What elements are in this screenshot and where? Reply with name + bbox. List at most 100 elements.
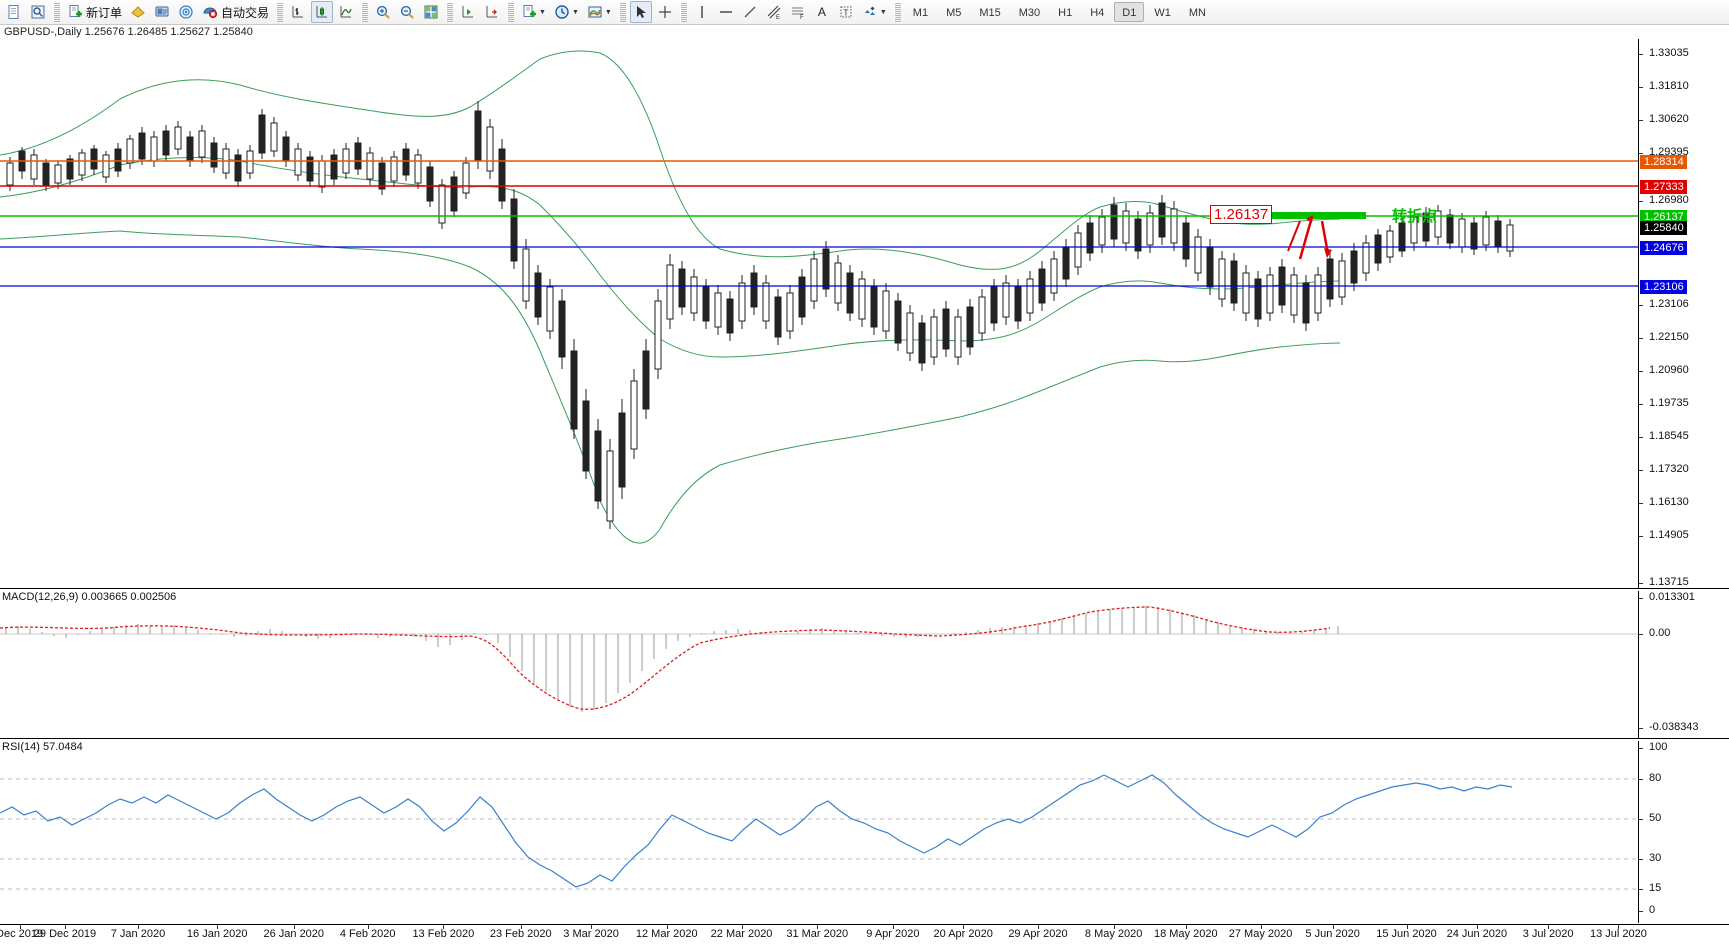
cursor-icon[interactable] xyxy=(629,1,652,23)
date-axis[interactable]: Dec 2019 29 Dec 2019 7 Jan 2020 16 Jan 2020… xyxy=(0,924,1729,944)
date-tick xyxy=(1037,925,1039,929)
date-label: 18 May 2020 xyxy=(1153,928,1218,940)
equidistant-channel-icon[interactable]: E xyxy=(763,1,785,23)
autotrading-button[interactable]: 自动交易 xyxy=(199,1,272,23)
rsi-canvas xyxy=(0,774,1638,890)
date-label: 3 Jul 2020 xyxy=(1522,928,1574,940)
date-label: 31 Mar 2020 xyxy=(786,928,849,940)
text-label-icon[interactable]: T xyxy=(835,1,857,23)
price-tick: 1.19735 xyxy=(1639,397,1729,409)
price-tick: 1.22150 xyxy=(1639,331,1729,343)
timeframe-m30[interactable]: M30 xyxy=(1018,7,1041,19)
rsi-tick: 0 xyxy=(1639,904,1729,916)
price-tag-green[interactable]: 1.26137 xyxy=(1640,210,1687,224)
indicators-icon[interactable]: ▼ xyxy=(518,1,549,23)
chevron-down-icon[interactable]: ▼ xyxy=(539,8,546,16)
new-chart-icon[interactable] xyxy=(3,1,25,23)
date-tick xyxy=(293,925,295,929)
templates-icon[interactable]: ▼ xyxy=(584,1,615,23)
date-label: 23 Feb 2020 xyxy=(489,928,552,940)
turning-point-annotation: 转折点 xyxy=(1392,207,1438,225)
macd-scale[interactable]: 0.013301 0.00 -0.038343 xyxy=(1638,591,1729,738)
toolbar-separator xyxy=(446,2,454,22)
date-label: 4 Feb 2020 xyxy=(339,928,396,940)
text-icon[interactable]: A xyxy=(817,5,826,19)
zoom-in-icon[interactable] xyxy=(372,1,394,23)
date-label: 26 Jan 2020 xyxy=(263,928,325,940)
chevron-down-icon[interactable]: ▼ xyxy=(604,8,612,16)
zoom-out-icon[interactable] xyxy=(396,1,418,23)
date-tick xyxy=(443,925,445,929)
price-tag-blue-1[interactable]: 1.24676 xyxy=(1640,241,1687,255)
line-chart-icon[interactable] xyxy=(335,1,357,23)
price-scale[interactable]: 1.33035 1.31810 1.30620 1.29395 1.28314 … xyxy=(1638,39,1729,588)
candlestick-chart-icon[interactable] xyxy=(311,1,334,23)
annotation-arrow-up xyxy=(1298,216,1314,260)
shapes-icon[interactable]: ▼ xyxy=(859,1,890,23)
price-chart-pane[interactable]: 1.26137 转折点 1.33035 1.31810 1.30620 1.29… xyxy=(0,39,1729,589)
macd-tick: 0.00 xyxy=(1639,627,1729,639)
timeframe-m1[interactable]: M1 xyxy=(912,7,929,19)
metaeditor-icon[interactable] xyxy=(127,1,149,23)
trendline-icon[interactable] xyxy=(739,1,761,23)
timeframe-h1[interactable]: H1 xyxy=(1058,7,1073,19)
annotation-arrow-down xyxy=(1320,220,1330,255)
timeframe-mn[interactable]: MN xyxy=(1188,7,1206,19)
toolbar-separator xyxy=(361,2,369,22)
date-label: 7 Jan 2020 xyxy=(110,928,166,940)
price-tag-orange[interactable]: 1.28314 xyxy=(1640,155,1687,169)
strategy-tester-icon[interactable] xyxy=(175,1,197,23)
periods-icon[interactable]: ▼ xyxy=(551,1,582,23)
rsi-tick: 30 xyxy=(1639,852,1729,864)
toolbar-separator xyxy=(679,2,687,22)
chevron-down-icon[interactable]: ▼ xyxy=(571,8,579,16)
macd-canvas xyxy=(0,606,1638,712)
chart-shift-icon[interactable] xyxy=(481,1,503,23)
tile-windows-icon[interactable] xyxy=(420,1,442,23)
svg-text:E: E xyxy=(776,15,780,20)
date-label: 3 Mar 2020 xyxy=(563,928,619,940)
timeframe-m15[interactable]: M15 xyxy=(979,7,1001,19)
date-label: 20 Apr 2020 xyxy=(933,928,993,940)
macd-tick: 0.013301 xyxy=(1639,591,1729,603)
macd-pane[interactable]: MACD(12,26,9) 0.003665 0.002506 xyxy=(0,591,1729,739)
auto-scroll-icon[interactable] xyxy=(457,1,479,23)
date-tick xyxy=(137,925,139,929)
symbol-info-bar: GBPUSD-,Daily 1.25676 1.26485 1.25627 1.… xyxy=(0,26,1729,39)
rsi-scale[interactable]: 100 80 50 30 15 0 xyxy=(1638,741,1729,923)
date-label: 13 Jul 2020 xyxy=(1589,928,1647,940)
price-tag-last[interactable]: 1.25840 xyxy=(1640,221,1687,235)
terminal-icon[interactable] xyxy=(151,1,173,23)
date-label: 9 Apr 2020 xyxy=(866,928,920,940)
toolbar-separator xyxy=(276,2,284,22)
price-tag-blue-2[interactable]: 1.23106 xyxy=(1640,280,1687,294)
candlestick-series xyxy=(6,101,1514,529)
rsi-pane[interactable]: RSI(14) 57.0484 100 80 50 30 15 0 xyxy=(0,741,1729,924)
vertical-line-icon[interactable] xyxy=(691,1,713,23)
symbol-info-text: GBPUSD-,Daily 1.25676 1.26485 1.25627 1.… xyxy=(4,26,253,38)
price-tick: 1.14905 xyxy=(1639,529,1729,541)
timeframe-m5[interactable]: M5 xyxy=(946,7,962,19)
price-tick: 1.17320 xyxy=(1639,463,1729,475)
bar-chart-icon[interactable] xyxy=(287,1,309,23)
date-tick xyxy=(1476,925,1478,929)
timeframe-h4[interactable]: H4 xyxy=(1090,7,1105,19)
chevron-down-icon[interactable]: ▼ xyxy=(879,8,887,16)
price-tick: 1.16130 xyxy=(1639,496,1729,508)
price-tag-red[interactable]: 1.27333 xyxy=(1640,180,1687,194)
price-tick: 1.18545 xyxy=(1639,430,1729,442)
date-tick xyxy=(217,925,219,929)
timeframe-w1[interactable]: W1 xyxy=(1154,7,1171,19)
date-label: 8 May 2020 xyxy=(1084,928,1143,940)
horizontal-line-icon[interactable] xyxy=(715,1,737,23)
rsi-line xyxy=(0,774,1513,888)
timeframe-d1[interactable]: D1 xyxy=(1114,2,1145,22)
date-label: 13 Feb 2020 xyxy=(412,928,475,940)
date-tick xyxy=(1406,925,1408,929)
crosshair-icon[interactable] xyxy=(654,1,676,23)
date-tick xyxy=(367,925,369,929)
new-order-button[interactable]: 新订单 xyxy=(64,1,125,23)
profiles-icon[interactable] xyxy=(27,1,49,23)
fibonacci-retracement-icon[interactable]: F xyxy=(787,1,809,23)
date-tick xyxy=(19,925,21,929)
